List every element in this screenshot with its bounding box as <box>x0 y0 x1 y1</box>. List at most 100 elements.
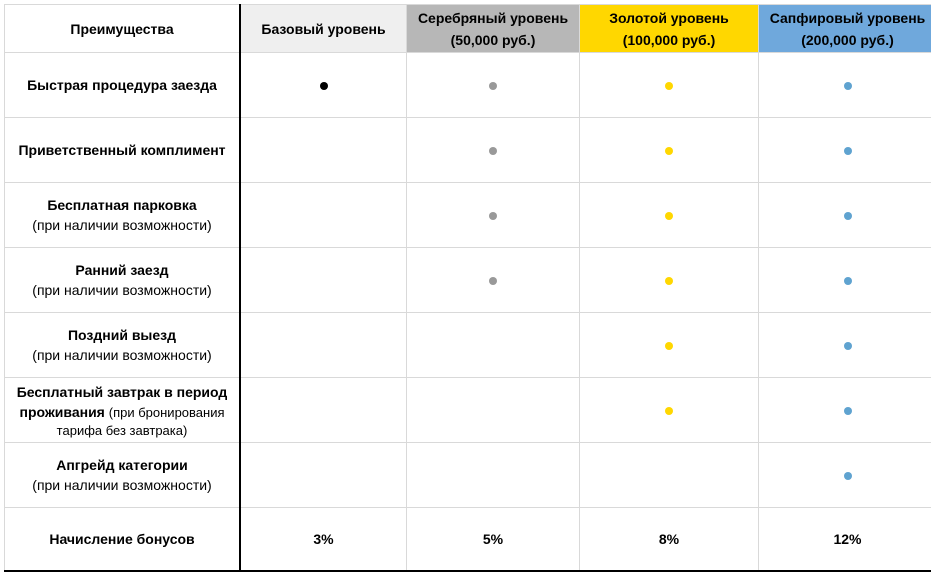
benefit-silver-cell <box>406 117 580 183</box>
benefit-gold-cell <box>579 442 759 508</box>
gold-availability-dot <box>665 82 673 90</box>
benefit-sapphire-cell <box>758 377 931 443</box>
gold-availability-dot <box>665 342 673 350</box>
benefit-gold-cell <box>579 312 759 378</box>
sapphire-availability-dot <box>843 342 852 350</box>
header-silver-price: (50,000 руб.) <box>450 31 536 48</box>
header-gold: Золотой уровень (100,000 руб.) <box>579 4 759 53</box>
benefit-row: Апгрейд категории (при наличии возможност… <box>4 442 931 508</box>
bonus-basic-cell: 3% <box>239 507 407 572</box>
benefit-gold-cell <box>579 117 759 183</box>
benefit-row: Приветственный комплимент <box>4 117 931 183</box>
header-gold-price: (100,000 руб.) <box>622 31 716 48</box>
sapphire-availability-dot <box>843 277 852 285</box>
benefit-title-cell: Бесплатная парковка (при наличии возможно… <box>4 182 241 248</box>
benefit-row: Поздний выезд (при наличии возможности) <box>4 312 931 378</box>
benefit-title-cell: Ранний заезд (при наличии возможности) <box>4 247 241 313</box>
benefit-title: Приветственный комплимент <box>18 142 226 158</box>
benefit-basic-cell <box>239 247 407 313</box>
sapphire-availability-dot <box>843 147 852 155</box>
benefit-silver-cell <box>406 182 580 248</box>
benefit-silver-cell <box>406 247 580 313</box>
header-silver-name: Серебряный уровень <box>417 9 569 26</box>
benefit-note-line3: тарифа без завтрака) <box>56 423 188 438</box>
header-sapphire: Сапфировый уровень (200,000 руб.) <box>758 4 931 53</box>
bonus-sapphire-cell: 12% <box>758 507 931 572</box>
gold-availability-dot <box>665 147 673 155</box>
benefit-basic-cell <box>239 442 407 508</box>
benefit-sapphire-cell <box>758 247 931 313</box>
bonus-title: Начисление бонусов <box>49 531 195 547</box>
gold-availability-dot <box>665 277 673 285</box>
basic-availability-dot <box>319 82 328 90</box>
header-basic-label: Базовый уровень <box>261 20 386 37</box>
header-benefits-label: Преимущества <box>70 20 174 37</box>
header-silver: Серебряный уровень (50,000 руб.) <box>406 4 580 53</box>
benefit-row: Бесплатная парковка (при наличии возможно… <box>4 182 931 248</box>
benefit-note: (при наличии возможности) <box>32 347 212 363</box>
benefit-sapphire-cell <box>758 52 931 118</box>
bonus-silver-value: 5% <box>482 531 504 547</box>
benefit-gold-cell <box>579 52 759 118</box>
benefit-basic-cell <box>239 312 407 378</box>
benefit-title-cell: Бесплатный завтрак в период проживания (п… <box>4 377 241 443</box>
bonus-sapphire-value: 12% <box>833 531 862 547</box>
benefit-silver-cell <box>406 52 580 118</box>
benefit-title: Поздний выезд <box>67 327 177 343</box>
silver-availability-dot <box>489 212 497 220</box>
benefit-silver-cell <box>406 312 580 378</box>
benefit-title-cell: Быстрая процедура заезда <box>4 52 241 118</box>
benefit-basic-cell <box>239 52 407 118</box>
benefit-title-cell: Апгрейд категории (при наличии возможност… <box>4 442 241 508</box>
header-basic: Базовый уровень <box>239 4 407 53</box>
benefit-silver-cell <box>406 377 580 443</box>
bonus-title-cell: Начисление бонусов <box>4 507 241 572</box>
gold-availability-dot <box>665 212 673 220</box>
benefit-note: (при наличии возможности) <box>32 282 212 298</box>
benefit-title-line1: Бесплатный завтрак в период <box>16 384 228 400</box>
header-row: Преимущества Базовый уровень Серебряный … <box>4 4 931 53</box>
benefit-row: Бесплатный завтрак в период проживания (п… <box>4 377 931 443</box>
benefit-row: Ранний заезд (при наличии возможности) <box>4 247 931 313</box>
benefit-note: (при наличии возможности) <box>32 217 212 233</box>
bonus-row: Начисление бонусов 3% 5% 8% 12% <box>4 507 931 572</box>
bonus-gold-value: 8% <box>658 531 680 547</box>
benefit-basic-cell <box>239 377 407 443</box>
benefit-title-cell: Поздний выезд (при наличии возможности) <box>4 312 241 378</box>
benefit-title-cell: Приветственный комплимент <box>4 117 241 183</box>
benefit-basic-cell <box>239 117 407 183</box>
benefit-note-inline: (при бронирования <box>108 405 225 420</box>
benefit-basic-cell <box>239 182 407 248</box>
silver-availability-dot <box>489 147 497 155</box>
benefit-title-line2: проживания <box>19 404 105 420</box>
silver-availability-dot <box>489 82 497 90</box>
benefit-sapphire-cell <box>758 442 931 508</box>
benefit-sapphire-cell <box>758 182 931 248</box>
sapphire-availability-dot <box>843 407 852 415</box>
sapphire-availability-dot <box>843 472 852 480</box>
benefit-title-line2-wrap: проживания (при бронирования <box>9 402 235 423</box>
benefit-title: Апгрейд категории <box>56 457 188 473</box>
benefit-silver-cell <box>406 442 580 508</box>
sapphire-availability-dot <box>843 82 852 90</box>
benefit-row: Быстрая процедура заезда <box>4 52 931 118</box>
loyalty-tiers-table: Преимущества Базовый уровень Серебряный … <box>4 4 931 572</box>
benefit-gold-cell <box>579 182 759 248</box>
bonus-gold-cell: 8% <box>579 507 759 572</box>
header-sapphire-name: Сапфировый уровень <box>769 9 926 26</box>
loyalty-tiers-table-container: Преимущества Базовый уровень Серебряный … <box>4 4 931 579</box>
benefit-title: Быстрая процедура заезда <box>27 77 217 93</box>
benefit-title: Ранний заезд <box>75 262 169 278</box>
benefit-sapphire-cell <box>758 312 931 378</box>
header-benefits: Преимущества <box>4 4 241 53</box>
bonus-silver-cell: 5% <box>406 507 580 572</box>
silver-availability-dot <box>489 277 497 285</box>
bonus-basic-value: 3% <box>313 531 334 547</box>
sapphire-availability-dot <box>843 212 852 220</box>
header-sapphire-price: (200,000 руб.) <box>801 31 894 48</box>
benefit-gold-cell <box>579 377 759 443</box>
header-gold-name: Золотой уровень <box>609 9 729 26</box>
benefit-title: Бесплатная парковка <box>47 197 197 213</box>
gold-availability-dot <box>665 407 673 415</box>
benefit-sapphire-cell <box>758 117 931 183</box>
